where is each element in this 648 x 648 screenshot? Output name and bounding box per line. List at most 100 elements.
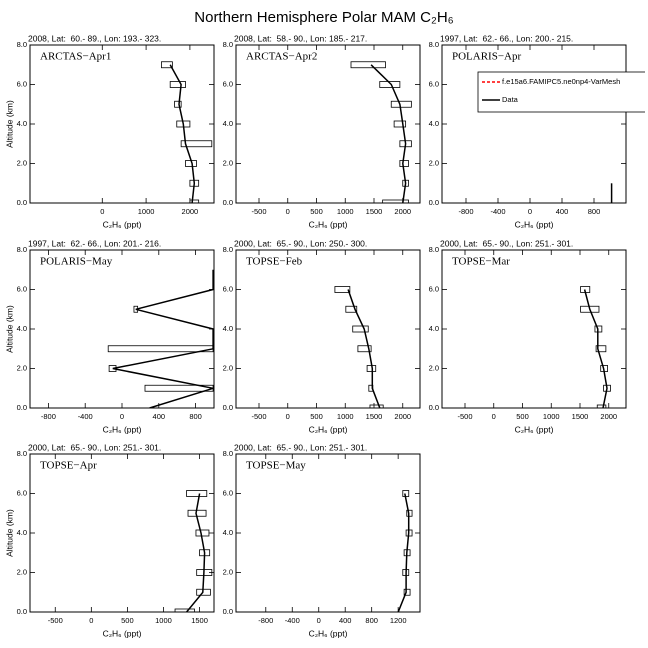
panel: 2000, Lat: 65.- 90., Lon: 251.- 301. TOPS… bbox=[429, 238, 627, 434]
range-box bbox=[596, 404, 607, 408]
x-tick-label: 0 bbox=[286, 412, 290, 421]
x-tick-label: -400 bbox=[285, 616, 300, 625]
panel-header: 2000, Lat: 65.- 90., Lon: 251.- 301. bbox=[234, 442, 367, 452]
x-axis-label: C₂H₆ (ppt) bbox=[515, 219, 554, 229]
y-tick-label: 0.0 bbox=[223, 403, 233, 412]
panel-label: TOPSE−Feb bbox=[246, 256, 303, 268]
y-tick-label: 6.0 bbox=[17, 284, 27, 293]
x-tick-label: 1500 bbox=[191, 616, 208, 625]
x-axis-label: C₂H₆ (ppt) bbox=[309, 424, 348, 434]
panel: 1997, Lat: 62.- 66., Lon: 200.- 215. POLA… bbox=[429, 33, 627, 229]
x-tick-label: 2000 bbox=[182, 207, 199, 216]
range-box bbox=[379, 81, 401, 88]
plot-frame bbox=[235, 249, 421, 409]
y-tick-label: 0.0 bbox=[223, 198, 233, 207]
y-tick-label: 2.0 bbox=[223, 363, 233, 372]
range-box bbox=[357, 345, 372, 353]
y-axis-label: Altitude (km) bbox=[4, 100, 14, 148]
data-line bbox=[583, 289, 608, 408]
y-tick-label: 6.0 bbox=[429, 79, 439, 88]
x-tick-label: 1000 bbox=[138, 207, 155, 216]
y-tick-label: 2.0 bbox=[223, 158, 233, 167]
x-tick-label: -500 bbox=[457, 412, 472, 421]
range-box bbox=[399, 160, 409, 167]
x-tick-label: 800 bbox=[588, 207, 601, 216]
y-tick-label: 4.0 bbox=[17, 324, 27, 333]
range-box bbox=[174, 100, 182, 108]
y-tick-label: 8.0 bbox=[429, 40, 439, 49]
y-tick-label: 8.0 bbox=[223, 245, 233, 254]
y-tick-label: 0.0 bbox=[17, 403, 27, 412]
plot-frame bbox=[29, 249, 215, 409]
plot-area bbox=[161, 61, 213, 203]
range-box bbox=[169, 81, 186, 88]
y-tick-label: 0.0 bbox=[223, 607, 233, 616]
x-tick-label: -500 bbox=[251, 412, 266, 421]
plot-frame bbox=[29, 44, 215, 204]
panel-label: ARCTAS−Apr2 bbox=[246, 51, 317, 63]
panel-label: TOPSE−May bbox=[246, 460, 306, 472]
panel: 2000, Lat: 65.- 90., Lon: 251.- 301. TOPS… bbox=[4, 442, 215, 638]
x-tick-label: 0 bbox=[100, 207, 104, 216]
range-box bbox=[369, 404, 384, 408]
x-tick-label: 400 bbox=[339, 616, 352, 625]
x-tick-label: 500 bbox=[310, 412, 323, 421]
x-tick-label: 1500 bbox=[572, 412, 589, 421]
x-axis-label: C₂H₆ (ppt) bbox=[103, 628, 142, 638]
x-tick-label: 1000 bbox=[155, 616, 172, 625]
panel-header: 2000, Lat: 65.- 90., Lon: 251.- 301. bbox=[440, 238, 573, 248]
y-tick-label: 8.0 bbox=[17, 245, 27, 254]
y-tick-label: 4.0 bbox=[429, 324, 439, 333]
range-box bbox=[334, 286, 351, 293]
range-box bbox=[107, 345, 214, 353]
x-tick-label: 2000 bbox=[394, 412, 411, 421]
x-axis-label: C₂H₆ (ppt) bbox=[309, 219, 348, 229]
x-tick-label: 0 bbox=[286, 207, 290, 216]
panel-label: POLARIS−Apr bbox=[452, 51, 521, 63]
y-tick-label: 4.0 bbox=[223, 119, 233, 128]
x-axis-label: C₂H₆ (ppt) bbox=[309, 628, 348, 638]
x-tick-label: 0 bbox=[492, 412, 496, 421]
panel-label: ARCTAS−Apr1 bbox=[40, 51, 111, 63]
x-axis-label: C₂H₆ (ppt) bbox=[515, 424, 554, 434]
range-box bbox=[390, 100, 412, 108]
legend-box bbox=[477, 71, 645, 113]
legend: f.e15a6.FAMIPC5.ne0np4-VarMesh Data bbox=[477, 71, 645, 113]
x-tick-label: 1200 bbox=[390, 616, 407, 625]
x-tick-label: -400 bbox=[78, 412, 93, 421]
y-tick-label: 4.0 bbox=[223, 324, 233, 333]
panel-label: TOPSE−Apr bbox=[40, 460, 97, 472]
x-tick-label: 500 bbox=[121, 616, 134, 625]
plot-area bbox=[397, 490, 413, 612]
range-box bbox=[345, 305, 358, 313]
legend-label: f.e15a6.FAMIPC5.ne0np4-VarMesh bbox=[502, 77, 620, 86]
panel-label: POLARIS−May bbox=[40, 256, 113, 268]
range-box bbox=[174, 608, 195, 612]
range-box bbox=[352, 325, 369, 333]
x-tick-label: 1500 bbox=[366, 412, 383, 421]
panel: 2008, Lat: 60.- 89., Lon: 193.- 323. ARCT… bbox=[4, 33, 215, 229]
x-tick-label: 400 bbox=[556, 207, 569, 216]
x-tick-label: 400 bbox=[153, 412, 166, 421]
y-tick-label: 6.0 bbox=[223, 79, 233, 88]
plot-frame bbox=[235, 453, 421, 613]
y-tick-label: 4.0 bbox=[17, 528, 27, 537]
y-tick-label: 6.0 bbox=[17, 488, 27, 497]
range-box bbox=[195, 529, 210, 537]
panel-header: 1997, Lat: 62.- 66., Lon: 201.- 216. bbox=[28, 238, 161, 248]
x-tick-label: 2000 bbox=[600, 412, 617, 421]
range-box bbox=[403, 588, 411, 596]
y-tick-label: 0.0 bbox=[17, 198, 27, 207]
y-tick-label: 8.0 bbox=[223, 40, 233, 49]
y-tick-label: 8.0 bbox=[17, 449, 27, 458]
x-tick-label: 1000 bbox=[337, 207, 354, 216]
range-box bbox=[186, 490, 208, 497]
range-box bbox=[382, 199, 409, 203]
plot-frame bbox=[235, 44, 421, 204]
panel-header: 2000, Lat: 65.- 90., Lon: 250.- 300. bbox=[234, 238, 367, 248]
x-tick-label: -400 bbox=[490, 207, 505, 216]
y-axis-label: Altitude (km) bbox=[4, 305, 14, 353]
plot-frame bbox=[29, 453, 215, 613]
x-tick-label: 800 bbox=[365, 616, 378, 625]
